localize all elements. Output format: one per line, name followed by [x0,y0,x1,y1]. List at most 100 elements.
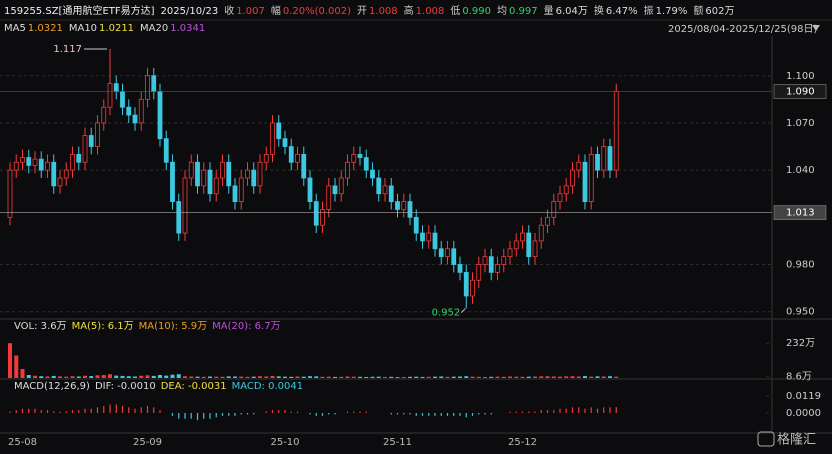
candle-body [370,169,375,179]
candle-body [207,169,213,195]
field-value: 602万 [705,6,734,17]
candle-body [13,161,19,171]
volume-bar [76,376,81,378]
candle-body [488,256,494,273]
volume-bar [576,376,581,378]
candle-body [282,138,288,147]
ma-name: MA10 [69,23,97,34]
volume-bar [170,374,175,378]
volume-bar [295,376,300,378]
volume-bar [470,376,475,378]
volume-bar [345,376,350,378]
volume-bar [608,376,612,378]
candle-body [313,201,319,226]
volume-bar [133,376,137,378]
volume-bar [195,376,200,378]
security-name: 159255.SZ[通用航空ETF易方达] [4,4,155,17]
volume-bar [426,376,431,378]
candle-body [557,193,563,202]
volume-bar [333,376,337,378]
candle-body [607,146,613,171]
volume-bar [539,376,544,378]
volume-bar [208,376,212,378]
x-tick-label: 25-10 [270,437,299,448]
panel-legend: MA(20): 6.7万 [212,321,280,332]
candle-body [482,256,488,265]
volume-bar [239,376,244,378]
volume-bar [83,375,87,378]
candle-body [470,279,475,297]
volume-bar [64,376,69,378]
field-label: 幅 [271,4,281,17]
candle-body [251,169,257,187]
volume-bar [514,376,519,378]
candle-body [157,91,163,140]
volume-bar [214,376,219,378]
candle-body [545,216,550,226]
volume-bar [26,375,31,378]
candle-body [188,161,194,179]
volume-bar [33,375,37,378]
volume-bar [301,376,306,378]
candle-body [32,158,38,166]
low-label: 0.952 [432,308,461,319]
volume-bar [451,376,456,378]
candle-body [220,161,225,179]
volume-bar [108,374,112,378]
panel-legend: MACD: 0.0041 [232,381,304,392]
candle-body [401,201,407,210]
y-tick-label: 1.040 [786,165,815,176]
candle-body [113,83,119,92]
dropdown-icon[interactable] [812,25,820,31]
field-value: 0.990 [462,6,491,17]
volume-bar [395,377,400,378]
candle-body [563,185,569,195]
volume-bar [433,376,437,378]
candle-body [351,154,357,163]
ma-name: MA5 [4,23,26,34]
volume-bar [39,376,44,378]
logo-icon [757,431,775,447]
candle-body [301,154,307,179]
volume-bar [376,376,381,378]
price-tag-label: 1.090 [786,86,815,97]
candle-body [107,83,113,108]
volume-bar [326,376,331,378]
candle-body [595,154,600,171]
volume-bar [314,376,319,378]
candle-body [395,201,400,210]
panel-legend: VOL: 3.6万 [14,321,67,332]
field-value: 1.007 [236,6,265,17]
field-label: 收 [224,4,234,17]
volume-bar [114,375,119,378]
field-value: 1.008 [369,6,398,17]
candle-body [57,177,63,187]
candle-body [376,177,382,195]
volume-bar [551,376,556,378]
quote-date: 2025/10/23 [161,6,219,17]
candle-body [432,232,438,250]
field-label: 均 [497,5,507,17]
candle-body [320,209,325,226]
volume-bar [458,376,462,378]
volume-bar [89,376,94,378]
volume-bar [545,376,550,378]
candle-body [601,146,607,171]
x-tick-label: 25-09 [133,437,162,448]
panel-legend: MA(10): 5.9万 [139,321,207,332]
candle-body [526,232,532,258]
candle-body [132,114,138,124]
volume-bar [126,376,131,378]
candle-body [276,122,282,140]
ma-name: MA20 [140,23,168,34]
candle-body [263,154,269,163]
field-value: 1.79% [656,6,688,17]
candle-body [520,232,525,242]
volume-bar [420,376,425,378]
candle-body [363,157,369,171]
y-tick-label: 1.100 [786,71,815,82]
candle-body [445,248,450,258]
ma-value: 1.0341 [170,23,205,34]
candle-body [88,135,94,147]
